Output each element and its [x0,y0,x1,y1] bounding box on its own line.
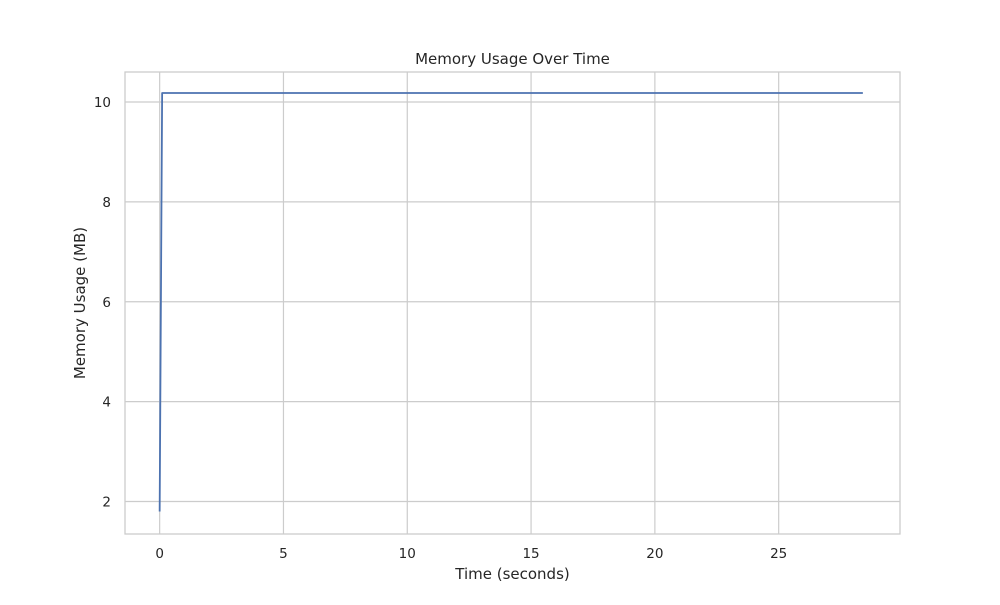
y-tick-label: 2 [102,495,111,511]
chart-title: Memory Usage Over Time [415,50,610,68]
y-tick-label: 8 [102,195,111,211]
series-line-0 [158,92,863,512]
x-tick-label: 0 [155,546,164,562]
x-axis-ticks: 0 5 10 15 20 25 [155,546,787,562]
x-tick-label: 10 [399,546,416,562]
y-tick-label: 6 [102,295,111,311]
x-axis-label: Time (seconds) [454,565,570,583]
y-tick-label: 10 [94,95,111,111]
x-tick-label: 15 [522,546,539,562]
plot-area-frame [124,71,901,535]
y-axis-ticks: 2 4 6 8 10 [94,95,111,511]
grid [125,72,900,534]
x-tick-label: 20 [646,546,663,562]
x-tick-label: 25 [770,546,787,562]
series-layer [158,92,863,512]
x-tick-label: 5 [279,546,288,562]
y-tick-label: 4 [102,395,111,411]
y-axis-label: Memory Usage (MB) [71,227,89,379]
